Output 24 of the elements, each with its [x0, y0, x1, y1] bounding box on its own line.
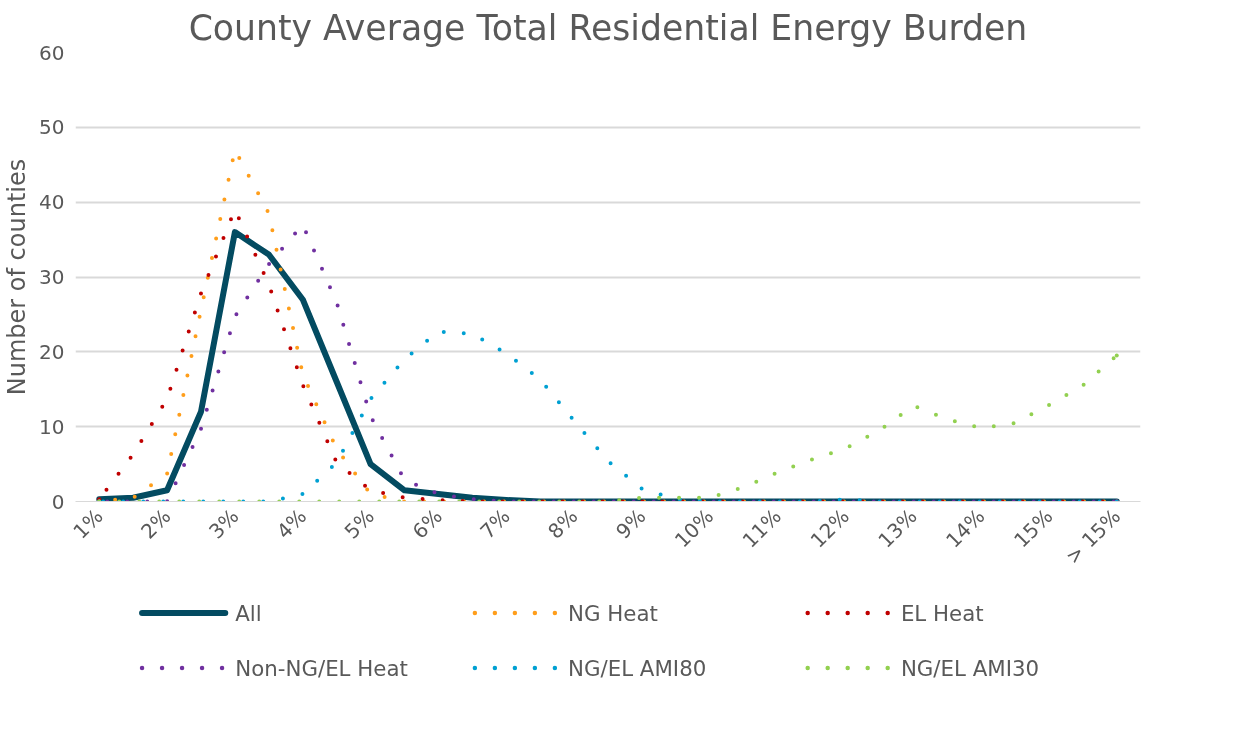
legend-label: All [235, 600, 262, 626]
x-tick-label: 1% [68, 504, 108, 544]
legend-label: EL Heat [900, 600, 984, 626]
y-axis-title: Number of counties [3, 158, 32, 396]
legend-label: NG/EL AMI80 [568, 655, 707, 681]
y-tick-label: 40 [39, 190, 65, 215]
y-tick-label: 20 [39, 339, 65, 364]
x-tick-label: 3% [203, 504, 244, 544]
y-tick-label: 30 [39, 265, 65, 289]
y-tick-label: 50 [39, 115, 65, 140]
y-tick-label: 10 [39, 414, 65, 439]
x-tick-label: 6% [407, 504, 447, 544]
x-tick-label: 9% [610, 504, 651, 544]
y-tick-label: 0 [51, 489, 65, 514]
x-tick-label: 2% [136, 504, 176, 544]
x-tick-label: 5% [339, 504, 380, 544]
legend-label: NG/EL AMI30 [900, 655, 1040, 681]
chart-title: County Average Total Residential Energy Burden [188, 7, 1028, 48]
x-tick-label: 4% [271, 504, 312, 544]
x-tick-label: 7% [475, 504, 515, 544]
x-tick-label: 8% [543, 504, 583, 544]
legend-label: NG Heat [568, 600, 658, 626]
y-tick-label: 60 [39, 40, 65, 65]
legend-label: Non-NG/EL Heat [235, 655, 408, 681]
